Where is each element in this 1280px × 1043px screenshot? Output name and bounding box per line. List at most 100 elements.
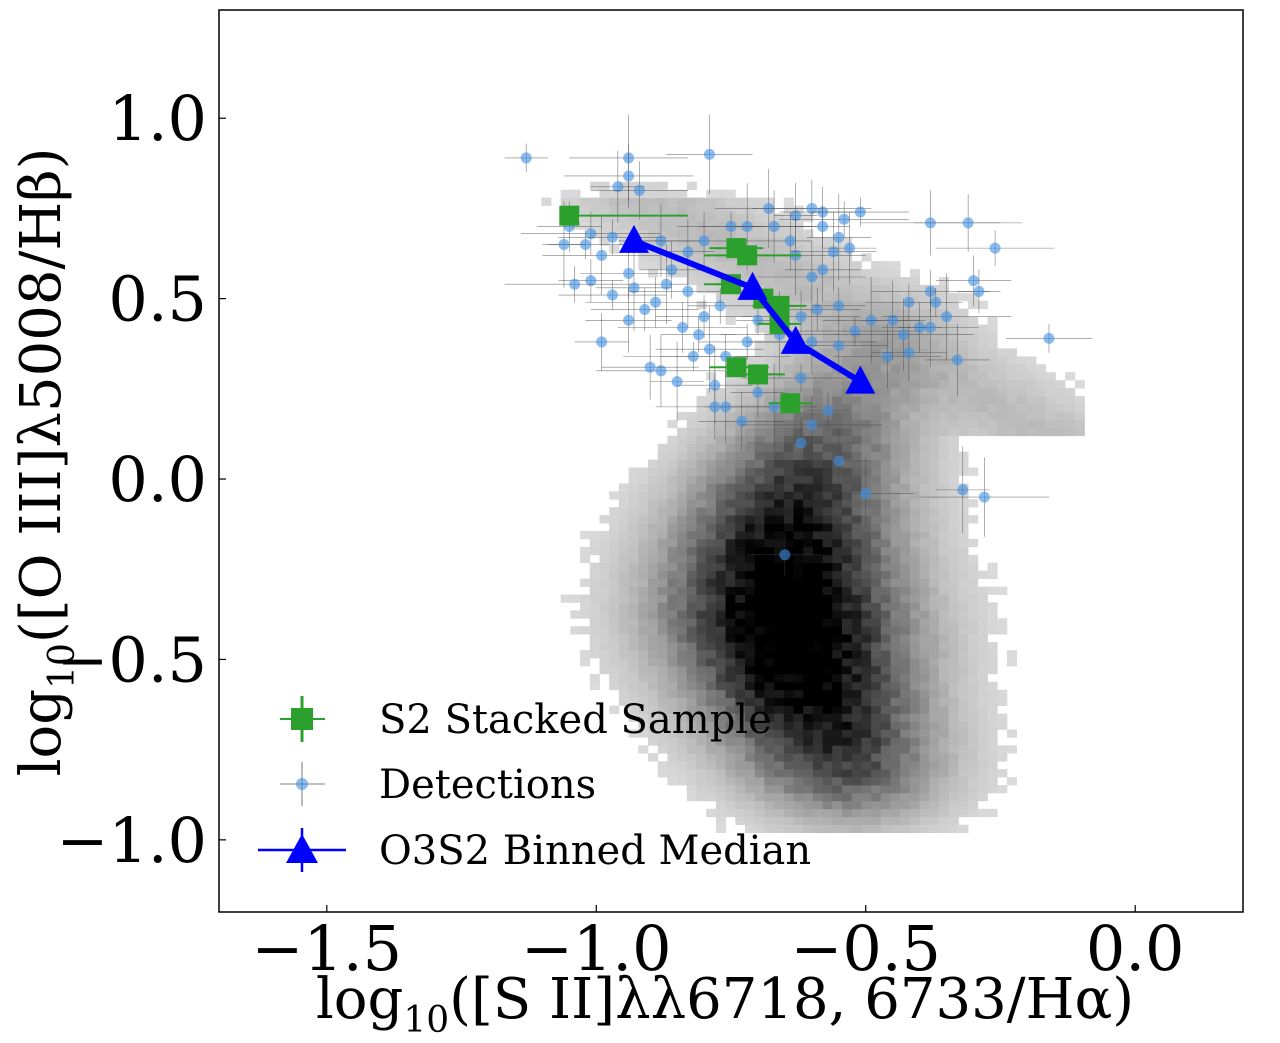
density-bin <box>861 816 872 825</box>
density-bin <box>871 562 882 571</box>
density-bin <box>871 610 882 619</box>
density-bin <box>657 499 668 508</box>
density-bin <box>909 792 920 802</box>
density-bin <box>919 419 930 429</box>
density-bin <box>900 753 911 762</box>
density-bin <box>638 665 649 675</box>
density-bin <box>803 396 814 405</box>
density-bin <box>909 658 920 667</box>
density-bin <box>735 467 746 476</box>
density-bin <box>890 626 901 635</box>
density-bin <box>832 388 843 397</box>
density-bin <box>929 705 940 714</box>
density-bin <box>880 578 891 587</box>
density-bin <box>725 808 736 818</box>
density-bin <box>851 634 862 643</box>
density-bin <box>977 665 988 675</box>
density-bin <box>919 475 930 484</box>
density-bin <box>939 404 950 413</box>
density-bin <box>900 388 911 397</box>
density-bin <box>822 792 833 802</box>
density-bin <box>822 380 833 389</box>
density-bin <box>900 419 911 429</box>
density-bin <box>822 538 833 548</box>
density-bin <box>754 261 765 270</box>
density-bin <box>745 602 756 611</box>
density-bin <box>677 681 688 691</box>
density-bin <box>745 523 756 532</box>
density-bin <box>851 483 862 492</box>
x-axis-label-rest: ([S II]λλ6718, 6733/Hα) <box>449 967 1134 1032</box>
density-bin <box>628 531 639 540</box>
density-bin <box>919 642 930 651</box>
density-bin <box>648 213 659 222</box>
density-bin <box>735 229 746 238</box>
density-bin <box>812 618 823 627</box>
density-bin <box>880 388 891 397</box>
detection-marker <box>612 181 624 193</box>
density-bin <box>715 792 726 802</box>
density-bin <box>822 523 833 532</box>
density-bin <box>1055 388 1066 397</box>
density-bin <box>764 737 775 746</box>
density-bin <box>929 380 940 389</box>
density-bin <box>745 475 756 484</box>
density-bin <box>628 507 639 516</box>
density-bin <box>638 253 649 262</box>
density-bin <box>638 507 649 516</box>
density-bin <box>822 673 833 683</box>
density-bin <box>880 808 891 818</box>
density-bin <box>997 427 1008 437</box>
density-bin <box>861 404 872 413</box>
density-bin <box>948 388 959 397</box>
density-bin <box>648 261 659 270</box>
density-bin <box>618 523 629 532</box>
density-bin <box>871 816 882 825</box>
density-bin <box>812 388 823 397</box>
density-bin <box>861 689 872 698</box>
density-bin <box>861 602 872 611</box>
density-bin <box>686 475 697 484</box>
density-bin <box>599 181 610 190</box>
density-bin <box>861 340 872 349</box>
density-bin <box>861 348 872 357</box>
density-bin <box>580 546 591 556</box>
density-bin <box>832 792 843 802</box>
density-bin <box>589 602 600 611</box>
density-bin <box>618 681 629 691</box>
density-bin <box>657 261 668 270</box>
density-bin <box>871 634 882 643</box>
density-bin <box>648 546 659 556</box>
density-bin <box>929 689 940 698</box>
density-bin <box>725 737 736 746</box>
density-bin <box>599 197 610 206</box>
density-bin <box>919 435 930 444</box>
density-bin <box>880 673 891 683</box>
density-bin <box>822 340 833 349</box>
density-bin <box>715 388 726 397</box>
density-bin <box>667 578 678 587</box>
density-bin <box>764 626 775 635</box>
density-bin <box>968 792 979 802</box>
density-bin <box>958 491 969 500</box>
density-bin <box>715 689 726 698</box>
density-bin <box>890 673 901 683</box>
density-bin <box>706 689 717 698</box>
density-bin <box>832 777 843 786</box>
density-bin <box>754 618 765 627</box>
density-bin <box>735 443 746 452</box>
density-bin <box>929 475 940 484</box>
density-bin <box>871 602 882 611</box>
density-bin <box>706 721 717 730</box>
density-bin <box>958 372 969 381</box>
density-bin <box>919 300 930 310</box>
density-bin <box>812 380 823 389</box>
density-bin <box>1006 356 1017 365</box>
density-bin <box>754 538 765 548</box>
density-bin <box>715 459 726 468</box>
density-bin <box>948 689 959 698</box>
density-bin <box>609 554 620 564</box>
density-bin <box>667 697 678 706</box>
density-bin <box>900 689 911 698</box>
density-bin <box>1065 372 1076 381</box>
